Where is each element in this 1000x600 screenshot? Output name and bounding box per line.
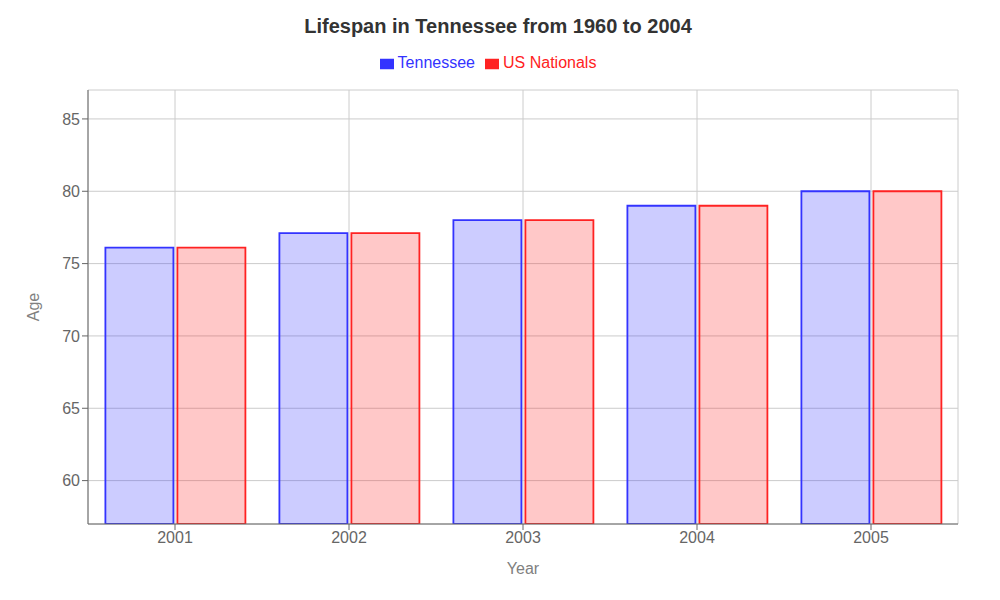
- svg-text:2005: 2005: [853, 529, 889, 546]
- html-text:US Nationals: US Nationals: [503, 54, 597, 71]
- svg-text:75: 75: [62, 255, 80, 272]
- svg-text:85: 85: [62, 111, 80, 128]
- svg-text:70: 70: [62, 328, 80, 345]
- svg-text:2001: 2001: [157, 529, 193, 546]
- svg-text:2003: 2003: [505, 529, 541, 546]
- html-text:Tennessee: Tennessee: [397, 54, 475, 71]
- svg-text:Year: Year: [507, 560, 540, 577]
- svg-text:2002: 2002: [331, 529, 367, 546]
- svg-text:65: 65: [62, 400, 80, 417]
- svg-text:Age: Age: [25, 293, 42, 322]
- svg-text:60: 60: [62, 472, 80, 489]
- svg-text:80: 80: [62, 183, 80, 200]
- svg-text:2004: 2004: [679, 529, 715, 546]
- html-text:Lifespan in Tennessee from 196: Lifespan in Tennessee from 1960 to 2004: [304, 15, 692, 37]
